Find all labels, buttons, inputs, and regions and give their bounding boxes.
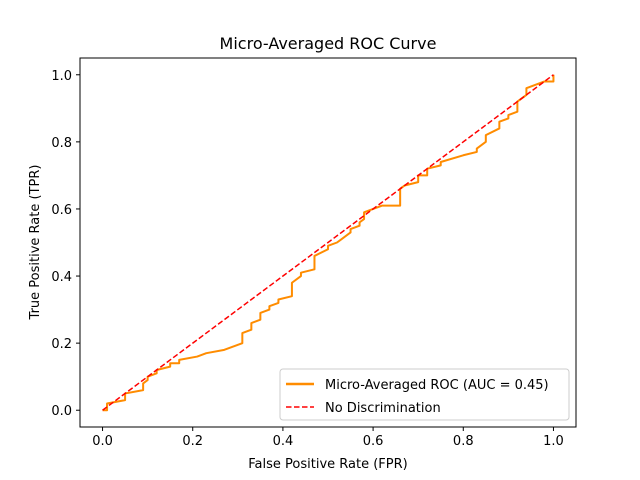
legend: Micro-Averaged ROC (AUC = 0.45) No Discr…: [279, 368, 570, 421]
x-axis-label: False Positive Rate (FPR): [248, 457, 407, 472]
x-tick-label: 0.2: [182, 434, 203, 449]
x-tick-label: 1.0: [543, 434, 564, 449]
y-tick-label: 0.4: [51, 270, 72, 285]
no-discrimination-line: [102, 74, 554, 411]
y-axis: 0.0 0.2 0.4 0.6 0.8 1.0: [51, 69, 80, 419]
x-tick-label: 0.8: [453, 434, 474, 449]
x-tick-label: 0.4: [273, 434, 294, 449]
legend-box: [279, 368, 570, 421]
x-tick-label: 0.0: [92, 434, 113, 449]
y-tick-label: 0.0: [51, 404, 72, 419]
y-tick-label: 0.8: [51, 136, 72, 151]
y-tick-label: 0.2: [51, 337, 72, 352]
y-tick-label: 1.0: [51, 69, 72, 84]
axes-frame: [79, 57, 577, 428]
chart-title: Micro-Averaged ROC Curve: [220, 34, 437, 53]
y-axis-label: True Positive Rate (TPR): [28, 165, 43, 321]
roc-curve-line: [102, 74, 555, 412]
legend-roc-label: Micro-Averaged ROC (AUC = 0.45): [325, 378, 549, 393]
x-axis: 0.0 0.2 0.4 0.6 0.8 1.0: [92, 427, 564, 449]
x-tick-label: 0.6: [363, 434, 384, 449]
plot-area: [102, 74, 555, 412]
legend-baseline-label: No Discrimination: [325, 401, 441, 416]
y-tick-label: 0.6: [51, 203, 72, 218]
